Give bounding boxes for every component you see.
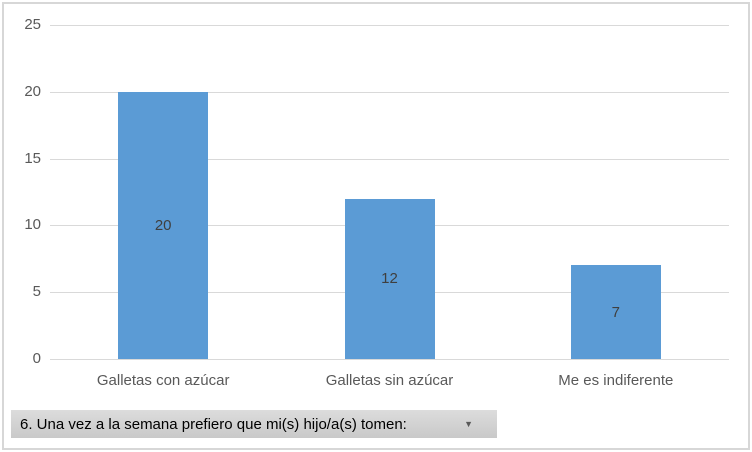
- filter-button-label: 6. Una vez a la semana prefiero que mi(s…: [20, 415, 407, 433]
- gridline: [50, 359, 729, 360]
- gridline: [50, 158, 729, 160]
- bar-1[interactable]: 20: [118, 91, 209, 359]
- dropdown-arrow-icon: ▼: [464, 419, 473, 429]
- bar-data-label: 7: [611, 303, 620, 321]
- y-axis-tick-label: 15: [24, 149, 41, 167]
- bar-2[interactable]: 12: [344, 198, 435, 359]
- pivot-field-filter-button[interactable]: 6. Una vez a la semana prefiero que mi(s…: [11, 410, 497, 438]
- y-axis-tick-label: 0: [32, 350, 41, 367]
- gridline: [50, 25, 729, 26]
- y-axis-tick-label: 25: [24, 16, 41, 33]
- y-axis-tick-label: 5: [32, 283, 41, 301]
- x-axis-category-label: Galletas sin azúcar: [325, 372, 454, 389]
- x-axis-category-label: Galletas con azúcar: [96, 372, 230, 389]
- y-axis-tick-label: 10: [24, 216, 41, 234]
- bar-data-label: 12: [381, 270, 398, 288]
- gridline: [50, 91, 729, 93]
- bar-data-label: 20: [154, 216, 172, 234]
- bar-3[interactable]: 7: [570, 265, 661, 359]
- x-axis-category-label: Me es indiferente: [558, 372, 674, 389]
- y-axis-tick-label: 20: [24, 82, 41, 100]
